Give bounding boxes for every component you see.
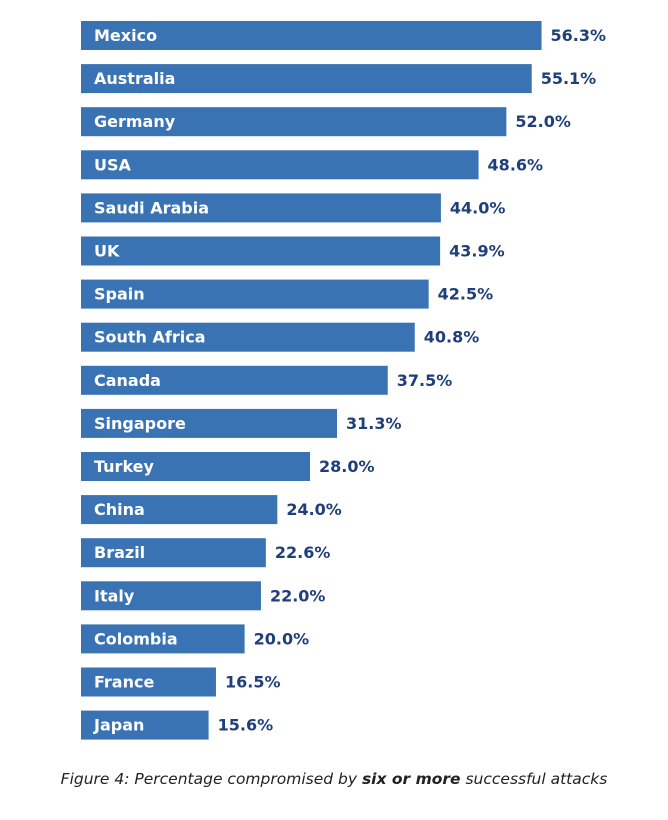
bars-group: Mexico 56.3% Australia 55.1% Germany 52.0% USA… — [81, 21, 606, 740]
caption-emphasis: six or more — [361, 770, 461, 788]
value-label-germany: 52.0% — [515, 112, 571, 131]
value-label-south-africa: 40.8% — [424, 328, 480, 347]
category-label-france: France — [94, 673, 154, 692]
bar-france — [81, 667, 216, 697]
category-label-australia: Australia — [94, 69, 175, 88]
category-label-colombia: Colombia — [94, 629, 178, 648]
value-label-colombia: 20.0% — [254, 629, 310, 648]
bar-china — [81, 495, 278, 525]
category-label-uk: UK — [94, 242, 120, 261]
bar-saudi-arabia — [81, 193, 441, 223]
figure-caption: Figure 4: Percentage compromised by six … — [0, 770, 668, 788]
value-label-saudi-arabia: 44.0% — [450, 198, 506, 217]
category-label-brazil: Brazil — [94, 543, 145, 562]
category-label-spain: Spain — [94, 285, 145, 304]
value-label-china: 24.0% — [286, 500, 342, 519]
caption-suffix: successful attacks — [460, 770, 608, 788]
bar-brazil — [81, 538, 266, 568]
value-label-australia: 55.1% — [541, 69, 597, 88]
bar-uk — [81, 236, 441, 266]
bar-canada — [81, 365, 388, 395]
bar-spain — [81, 279, 429, 309]
bar-mexico — [81, 21, 542, 50]
category-label-canada: Canada — [94, 371, 161, 390]
category-label-italy: Italy — [94, 586, 135, 605]
value-label-singapore: 31.3% — [346, 414, 402, 433]
bar-usa — [81, 150, 479, 180]
category-label-usa: USA — [94, 155, 132, 174]
bar-italy — [81, 581, 261, 611]
bar-south-africa — [81, 322, 415, 352]
value-label-mexico: 56.3% — [551, 26, 607, 45]
category-label-singapore: Singapore — [94, 414, 186, 433]
value-label-france: 16.5% — [225, 673, 281, 692]
bar-germany — [81, 107, 507, 137]
value-label-italy: 22.0% — [270, 586, 326, 605]
value-label-brazil: 22.6% — [275, 543, 331, 562]
value-label-spain: 42.5% — [438, 285, 494, 304]
category-label-germany: Germany — [94, 112, 176, 131]
bar-turkey — [81, 452, 311, 481]
category-label-japan: Japan — [93, 716, 144, 735]
bar-japan — [81, 710, 209, 740]
value-label-canada: 37.5% — [397, 371, 453, 390]
bar-australia — [81, 64, 532, 94]
value-label-japan: 15.6% — [218, 716, 274, 735]
bar-colombia — [81, 624, 245, 654]
value-label-usa: 48.6% — [488, 155, 544, 174]
value-label-turkey: 28.0% — [319, 457, 375, 476]
caption-prefix: Figure 4: Percentage compromised by — [60, 770, 362, 788]
category-label-china: China — [94, 500, 145, 519]
category-label-south-africa: South Africa — [94, 328, 206, 347]
value-label-uk: 43.9% — [449, 242, 505, 261]
category-label-mexico: Mexico — [94, 26, 157, 45]
category-label-saudi-arabia: Saudi Arabia — [94, 198, 209, 217]
category-label-turkey: Turkey — [94, 457, 155, 476]
bar-singapore — [81, 408, 338, 438]
